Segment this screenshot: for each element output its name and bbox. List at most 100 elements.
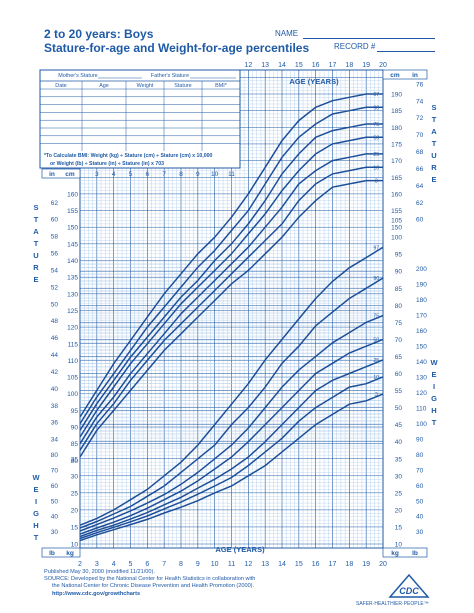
y-tick-cm-right: 165: [391, 175, 402, 182]
y-tick-kg-right: 50: [395, 405, 403, 412]
y-tick-in-right: 76: [416, 81, 424, 88]
x-tick-label-bottom: 9: [196, 561, 200, 568]
weight-curve-p3: [79, 393, 384, 542]
x-tick-label-bottom: 7: [162, 561, 166, 568]
x-tick-label-top: 15: [295, 62, 303, 69]
weight-curve-p50: [79, 338, 384, 535]
stature-label-right: S: [431, 103, 436, 112]
cdc-logo-text: CDC: [399, 586, 419, 596]
x-tick-label-bottom: 18: [345, 561, 353, 568]
y-tick-in-left: 62: [51, 200, 59, 207]
y-tick-cm-left: 130: [67, 291, 78, 298]
y-tick-cm-left: 120: [67, 325, 78, 332]
stature-curve-p10: [79, 166, 383, 451]
y-tick-cm-right: 170: [391, 158, 402, 165]
unit-kg-label: kg: [66, 550, 74, 557]
y-tick-kg-right: 105: [391, 218, 402, 225]
stature-label-left: T: [34, 239, 39, 248]
x-tick-label-bottom: 8: [179, 561, 183, 568]
y-tick-kg-right: 45: [395, 422, 403, 429]
x-tick-label-top: 12: [244, 62, 252, 69]
stature-label-left: E: [33, 275, 38, 284]
record-table-box: [39, 69, 241, 169]
weight-curve-p10: [79, 376, 384, 540]
bmi-note-line2: or Weight (lb) ÷ Stature (in) ÷ Stature …: [50, 161, 164, 167]
y-tick-lb-right: 120: [416, 390, 427, 397]
y-tick-in-right: 64: [416, 183, 424, 190]
y-tick-in-right: 60: [416, 217, 424, 224]
record-col-header: Stature: [174, 83, 191, 89]
record-field-line[interactable]: [377, 51, 435, 52]
y-tick-cm-left: 95: [71, 408, 79, 415]
record-label: RECORD #: [334, 42, 376, 51]
y-tick-in-left: 52: [51, 284, 59, 291]
name-field-line[interactable]: [303, 38, 435, 39]
unit-in-label: in: [49, 171, 55, 178]
footer-url[interactable]: http://www.cdc.gov/growthcharts: [52, 591, 141, 597]
weight-label-left: E: [33, 485, 38, 494]
weight-label-left: T: [34, 533, 39, 542]
y-tick-cm-left: 155: [67, 208, 78, 215]
y-tick-cm-left: 135: [67, 275, 78, 282]
record-col-header: Age: [99, 83, 109, 89]
footer-published: Published May 30, 2000 (modified 11/21/0…: [44, 569, 155, 575]
weight-label-left: I: [35, 497, 37, 506]
mother-stature-label: Mother's Stature: [58, 73, 97, 79]
y-tick-lb-right: 40: [416, 514, 424, 521]
stature-curve-p50: [79, 136, 383, 438]
y-tick-lb-right: 190: [416, 282, 427, 289]
y-tick-cm-left: 85: [71, 441, 79, 448]
y-tick-kg-right: 95: [395, 252, 403, 259]
y-tick-cm-left: 100: [67, 391, 78, 398]
x-tick-label-bottom: 13: [261, 561, 269, 568]
y-tick-cm-left: 110: [68, 358, 79, 365]
weight-label-right: G: [431, 394, 437, 403]
y-tick-kg-right: 15: [395, 524, 403, 531]
stature-label-left: S: [33, 203, 38, 212]
weight-percentile-label: 97: [373, 245, 379, 251]
y-tick-kg-right: 10: [395, 542, 403, 549]
y-tick-kg-right: 75: [395, 320, 403, 327]
y-tick-lb-right: 170: [416, 313, 427, 320]
y-tick-lb-right: 80: [416, 452, 424, 459]
y-tick-kg-right: 25: [395, 490, 403, 497]
weight-percentile-label: 75: [373, 314, 379, 320]
weight-label-right: W: [430, 358, 438, 367]
stature-label-right: R: [431, 163, 437, 172]
unit-in-label-right: in: [412, 72, 418, 79]
y-tick-in-left: 56: [51, 251, 59, 258]
y-tick-lb-right: 70: [416, 467, 424, 474]
stature-percentile-label: 90: [373, 105, 379, 111]
weight-label-left: W: [32, 473, 40, 482]
y-tick-in-right: 74: [416, 98, 424, 105]
y-tick-kg-right: 65: [395, 354, 403, 361]
y-tick-lb-left: 40: [51, 514, 59, 521]
x-tick-label-top: 14: [278, 62, 286, 69]
stature-label-left: R: [33, 263, 39, 272]
y-tick-in-right: 66: [416, 166, 424, 173]
x-tick-label-bottom: 17: [329, 561, 337, 568]
y-tick-cm-left: 90: [71, 425, 79, 432]
stature-curve-p90: [79, 106, 383, 425]
x-tick-label-bottom: 11: [228, 561, 235, 568]
x-axis-label-bottom: AGE (YEARS): [215, 545, 265, 554]
y-tick-lb-right: 160: [416, 328, 427, 335]
y-tick-kg-right: 100: [391, 235, 402, 242]
name-label: NAME: [275, 29, 299, 38]
y-tick-in-right: 68: [416, 149, 424, 156]
stature-label-left: A: [33, 227, 39, 236]
x-tick-label-bottom: 3: [95, 561, 99, 568]
weight-label-left: H: [33, 521, 38, 530]
y-tick-kg-right: 40: [395, 439, 403, 446]
y-tick-lb-right: 50: [416, 498, 424, 505]
footer-source: SOURCE: Developed by the National Center…: [44, 576, 256, 582]
y-tick-lb-left: 60: [51, 483, 59, 490]
weight-label-right: T: [432, 418, 437, 427]
x-tick-label-top: 17: [329, 62, 337, 69]
stature-label-right: U: [431, 151, 436, 160]
y-tick-kg-right: 60: [395, 371, 403, 378]
y-tick-cm-left: 115: [68, 341, 79, 348]
stature-label-right: E: [431, 175, 436, 184]
y-tick-in-left: 58: [51, 234, 59, 241]
